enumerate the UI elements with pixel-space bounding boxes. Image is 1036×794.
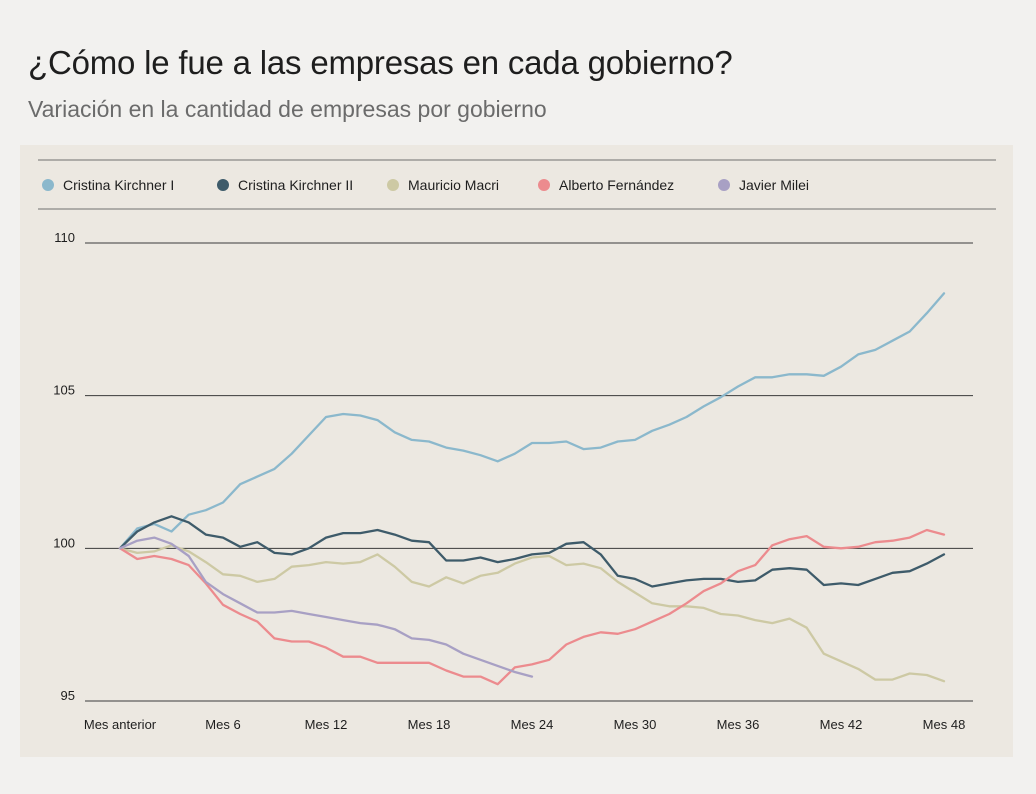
series-line [118,515,946,588]
x-tick-label: Mes anterior [84,717,157,732]
legend-marker [538,179,550,191]
legend-label: Cristina Kirchner II [238,177,353,193]
line-chart: Cristina Kirchner I Cristina Kirchner II M… [38,159,996,732]
legend-marker [718,179,730,191]
y-tick-label: 95 [61,688,75,703]
series-line [118,528,946,686]
x-tick-label: Mes 12 [305,717,348,732]
y-tick-label: 100 [53,535,75,550]
x-tick-label: Mes 48 [923,717,966,732]
chart-title: ¿Cómo le fue a las empresas en cada gobi… [28,44,733,81]
legend-marker [217,179,229,191]
x-tick-label: Mes 30 [614,717,657,732]
legend-label: Alberto Fernández [559,177,674,193]
series-line [118,536,534,678]
chart-subtitle: Variación en la cantidad de empresas por… [28,96,547,122]
y-tick-label: 110 [54,230,75,245]
x-tick-label: Mes 36 [717,717,760,732]
x-tick-label: Mes 18 [408,717,451,732]
legend-marker [387,179,399,191]
chart-panel: Cristina Kirchner I Cristina Kirchner II M… [20,145,1013,757]
legend-label: Javier Milei [739,177,809,193]
y-tick-label: 105 [53,383,75,398]
legend-label: Mauricio Macri [408,177,499,193]
legend-marker [42,179,54,191]
series-line [118,292,946,550]
legend-label: Cristina Kirchner I [63,177,174,193]
x-tick-label: Mes 24 [511,717,554,732]
x-tick-label: Mes 42 [820,717,863,732]
series-line [118,544,946,683]
x-tick-label: Mes 6 [205,717,240,732]
